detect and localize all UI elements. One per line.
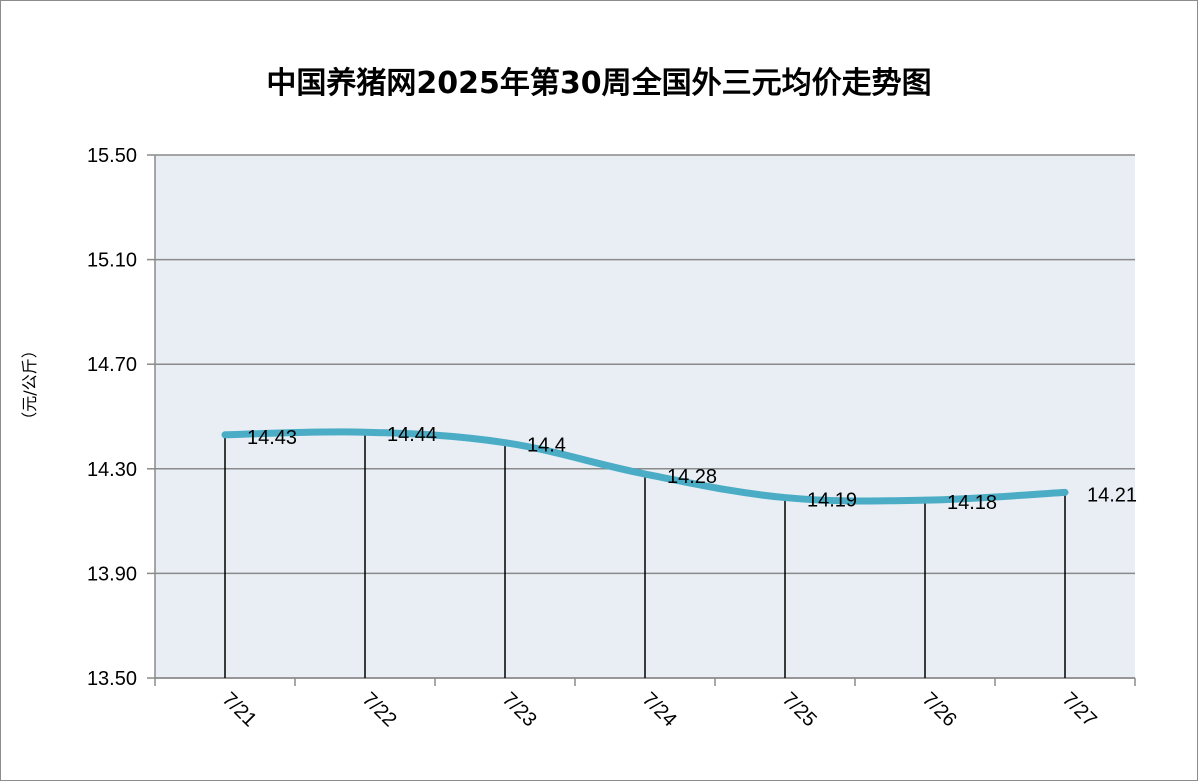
data-label: 14.28 [667,466,717,488]
x-tick-label: 7/27 [1058,688,1101,731]
y-axis-ticks: 15.50 15.10 14.70 14.30 13.90 13.50 [87,145,156,690]
data-label: 14.44 [387,424,437,446]
y-tick-label: 15.50 [87,145,137,167]
x-tick-label: 7/26 [918,688,961,731]
y-tick-label: 13.50 [87,668,137,690]
x-tick-label: 7/25 [778,688,821,731]
data-label: 14.43 [247,427,297,449]
y-tick-label: 15.10 [87,250,137,272]
y-tick-label: 13.90 [87,563,137,585]
y-tick-label: 14.30 [87,459,137,481]
x-axis: 7/21 7/22 7/23 7/24 7/25 7/26 7/27 [154,677,1136,731]
drop-lines [224,432,1066,678]
series-line [221,428,1069,505]
data-labels: 14.43 14.44 14.4 14.28 14.19 14.18 14.21 [247,424,1137,514]
chart-title: 中国养猪网2025年第30周全国外三元均价走势图 [266,66,932,101]
x-tick-label: 7/22 [358,688,401,731]
data-label: 14.4 [527,435,566,457]
data-label: 14.21 [1087,484,1137,506]
data-label: 14.18 [947,492,997,514]
x-tick-label: 7/23 [498,688,541,731]
y-tick-label: 14.70 [87,354,137,376]
data-label: 14.19 [807,490,857,512]
x-tick-label: 7/21 [218,688,261,731]
x-tick-label: 7/24 [638,688,681,731]
